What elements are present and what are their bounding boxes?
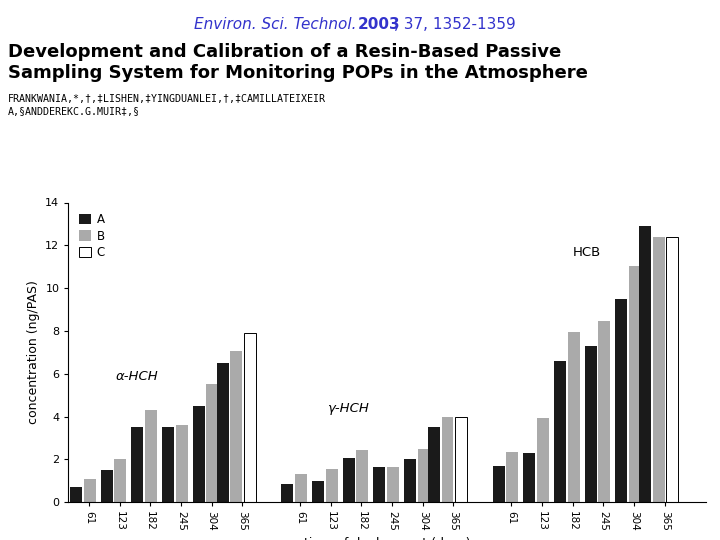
Text: γ-HCH: γ-HCH bbox=[328, 402, 369, 415]
Bar bbox=[101, 470, 113, 502]
Bar bbox=[230, 352, 242, 502]
Text: , 37, 1352-1359: , 37, 1352-1359 bbox=[394, 17, 516, 32]
Bar bbox=[145, 410, 157, 502]
Bar bbox=[282, 484, 293, 502]
Bar bbox=[585, 346, 597, 502]
Bar bbox=[162, 427, 174, 502]
Bar bbox=[667, 237, 678, 502]
Text: α-HCH: α-HCH bbox=[116, 370, 159, 383]
Bar bbox=[374, 467, 385, 502]
Bar bbox=[356, 450, 368, 502]
Legend: A, B, C: A, B, C bbox=[74, 208, 109, 264]
Bar bbox=[84, 478, 96, 502]
Bar bbox=[114, 460, 126, 502]
Bar bbox=[554, 361, 566, 502]
Bar bbox=[616, 299, 627, 502]
Bar bbox=[312, 481, 324, 502]
Bar bbox=[70, 487, 82, 502]
Bar bbox=[639, 226, 651, 502]
Text: Development and Calibration of a Resin-Based Passive
Sampling System for Monitor: Development and Calibration of a Resin-B… bbox=[8, 43, 588, 83]
Text: FRANKWANIA,*,†,‡LISHEN,‡YINGDUANLEI,†,‡CAMILLATEIXEIR
A,§ANDDEREKC.G.MUIR‡,§: FRANKWANIA,*,†,‡LISHEN,‡YINGDUANLEI,†,‡C… bbox=[8, 94, 326, 117]
Bar bbox=[598, 321, 610, 502]
Bar bbox=[418, 449, 430, 502]
Bar bbox=[193, 406, 204, 502]
Bar bbox=[455, 416, 467, 502]
Bar bbox=[629, 266, 641, 502]
Bar bbox=[343, 458, 355, 502]
Y-axis label: concentration (ng/PAS): concentration (ng/PAS) bbox=[27, 280, 40, 424]
Bar bbox=[506, 452, 518, 502]
Bar bbox=[523, 453, 535, 502]
Bar bbox=[176, 425, 188, 502]
Bar bbox=[207, 384, 218, 502]
Bar bbox=[325, 469, 338, 502]
Bar bbox=[244, 333, 256, 502]
Bar bbox=[653, 237, 665, 502]
Bar bbox=[387, 467, 399, 502]
Bar bbox=[404, 460, 416, 502]
Bar bbox=[492, 466, 505, 502]
Bar bbox=[132, 427, 143, 502]
Bar bbox=[441, 416, 454, 502]
X-axis label: time of deployment (days): time of deployment (days) bbox=[304, 537, 470, 540]
Bar bbox=[217, 363, 228, 502]
Bar bbox=[537, 417, 549, 502]
Bar bbox=[428, 427, 440, 502]
Text: 2003: 2003 bbox=[358, 17, 400, 32]
Bar bbox=[567, 332, 580, 502]
Text: HCB: HCB bbox=[572, 246, 601, 259]
Text: Environ. Sci. Technol.: Environ. Sci. Technol. bbox=[194, 17, 357, 32]
Bar bbox=[295, 474, 307, 502]
